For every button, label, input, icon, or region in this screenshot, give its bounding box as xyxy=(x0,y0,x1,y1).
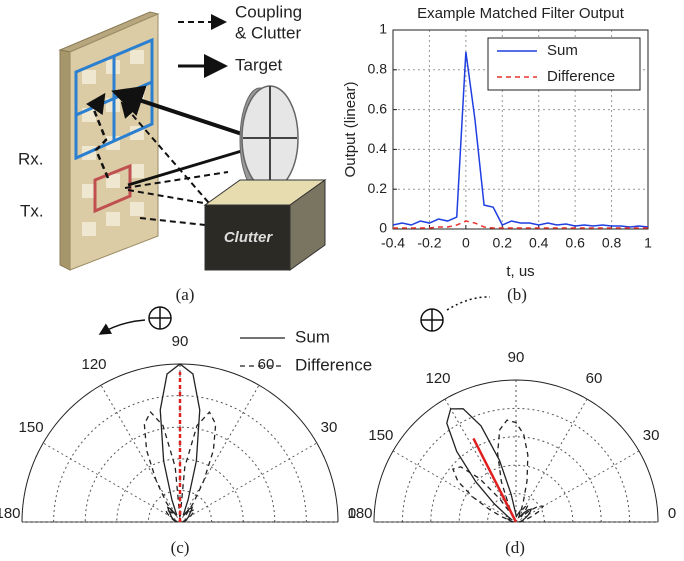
series-line xyxy=(393,220,648,229)
y-tick-label: 1 xyxy=(379,21,387,37)
clutter-return xyxy=(120,101,216,211)
legend-label: Sum xyxy=(547,42,578,59)
series-line xyxy=(446,408,533,523)
series-line xyxy=(392,51,649,228)
y-axis-label: Output (linear) xyxy=(342,82,359,178)
theta-tick-label: 60 xyxy=(586,370,603,387)
chart-title: Example Matched Filter Output xyxy=(417,5,625,22)
y-tick-label: 0 xyxy=(379,220,387,236)
caption: (b) xyxy=(507,285,527,304)
legend-label: Sum xyxy=(295,327,330,346)
y-tick-label: 0.6 xyxy=(368,100,388,116)
grid-spoke xyxy=(100,384,181,523)
y-tick-label: 0.4 xyxy=(368,140,388,156)
coupling-path xyxy=(124,171,229,189)
grid-ring xyxy=(116,458,244,523)
theta-tick-label: 120 xyxy=(81,356,106,373)
theta-tick-label: 90 xyxy=(172,333,189,350)
tx-label: Tx. xyxy=(20,201,44,220)
theta-tick-label: 0 xyxy=(348,505,356,522)
series-line xyxy=(452,419,545,523)
grid-spoke xyxy=(515,450,640,523)
theta-tick-label: 180 xyxy=(347,505,372,522)
caption: (d) xyxy=(505,538,525,557)
clutter-label: Clutter xyxy=(224,229,273,246)
legend-label: & Clutter xyxy=(235,23,301,42)
theta-tick-label: 30 xyxy=(321,419,338,436)
theta-tick-label: 150 xyxy=(368,427,393,444)
x-tick-label: 0.6 xyxy=(565,235,585,251)
diagram: Clutter Coupling & Clutter Target Rx. Tx… xyxy=(18,2,327,271)
theta-tick-label: 0 xyxy=(668,505,676,522)
theta-tick-label: 90 xyxy=(508,349,525,366)
board-side xyxy=(59,49,71,271)
x-tick-label: -0.2 xyxy=(417,235,441,251)
series-line xyxy=(143,410,217,523)
theta-tick-label: 150 xyxy=(19,419,44,436)
grid-spoke xyxy=(42,442,181,523)
coupling-path xyxy=(127,189,216,206)
x-tick-label: 0.8 xyxy=(602,235,622,251)
y-tick-label: 0.8 xyxy=(368,61,388,77)
grid-spoke xyxy=(392,450,517,523)
legend-label: Difference xyxy=(547,68,615,85)
y-tick-label: 0.2 xyxy=(368,180,388,196)
grid-spoke xyxy=(179,384,260,523)
theta-tick-label: 30 xyxy=(643,427,660,444)
clutter-return xyxy=(139,217,206,226)
theta-tick-label: 180 xyxy=(0,505,21,522)
coupling-path xyxy=(85,92,110,179)
x-tick-label: 0 xyxy=(462,235,470,251)
grid-spoke xyxy=(179,442,318,523)
x-tick-label: -0.4 xyxy=(381,235,405,251)
x-tick-label: 1 xyxy=(644,235,652,251)
x-tick-label: 0.4 xyxy=(529,235,549,251)
steer-icon xyxy=(98,296,491,335)
steer-line xyxy=(472,437,518,523)
series-line xyxy=(159,363,201,523)
x-tick-label: 0.2 xyxy=(493,235,513,251)
legend-label: Difference xyxy=(295,355,372,374)
theta-tick-label: 120 xyxy=(425,370,450,387)
caption: (c) xyxy=(171,538,190,557)
tx-subarray xyxy=(93,163,132,214)
tx-beam xyxy=(127,148,246,187)
grid-spoke xyxy=(515,398,588,523)
rx-subarray xyxy=(74,37,154,161)
grid-spoke xyxy=(444,398,517,523)
caption: (a) xyxy=(176,285,195,304)
x-axis-label: t, us xyxy=(506,263,534,280)
target-arrow xyxy=(111,85,246,137)
legend-label: Target xyxy=(235,55,283,74)
plot-frame xyxy=(392,29,649,230)
legend-box xyxy=(487,37,641,91)
rx-label: Rx. xyxy=(18,149,44,168)
clutter-front xyxy=(204,204,291,271)
legend-label: Coupling xyxy=(235,2,302,21)
theta-tick-label: 60 xyxy=(258,356,275,373)
